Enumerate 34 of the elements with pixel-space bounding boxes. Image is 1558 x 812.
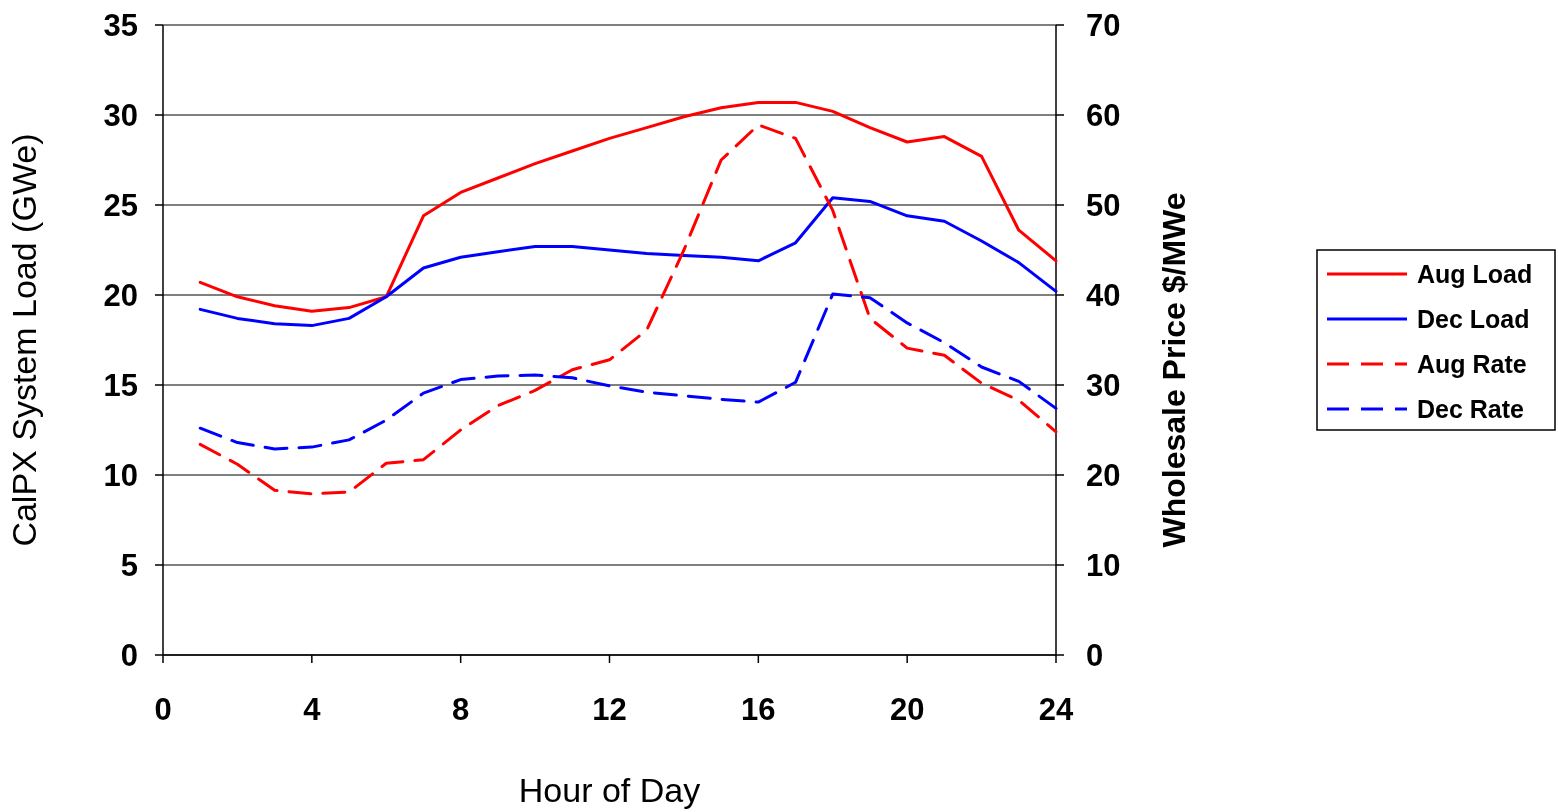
x-tick-label: 24 <box>1038 692 1074 727</box>
y-tick-label: 10 <box>103 457 138 493</box>
y-tick-label: 20 <box>103 277 138 313</box>
y2-tick-label: 70 <box>1086 7 1121 43</box>
y-axis-title: CalPX System Load (GWe) <box>5 133 43 547</box>
line-series <box>198 100 1058 313</box>
y-tick-label: 25 <box>103 187 138 223</box>
y2-tick-label: 10 <box>1086 547 1121 583</box>
y-tick-label: 30 <box>103 97 138 133</box>
line-series <box>198 292 1058 451</box>
x-tick-label: 0 <box>154 692 172 727</box>
legend-label: Aug Rate <box>1417 349 1527 378</box>
y-tick-label: 5 <box>120 547 138 583</box>
y2-tick-label: 40 <box>1086 277 1121 313</box>
x-tick-label: 8 <box>452 692 470 727</box>
y2-tick-label: 20 <box>1086 457 1121 493</box>
y2-tick-label: 50 <box>1086 187 1121 223</box>
y2-tick-label: 60 <box>1086 97 1121 133</box>
y2-axis-title: Wholesale Price $/MWe <box>1156 192 1192 548</box>
y2-tick-label: 0 <box>1086 637 1104 673</box>
x-axis-title: Hour of Day <box>518 771 701 809</box>
line-series <box>198 196 1058 328</box>
line-series <box>198 123 1058 496</box>
y-tick-label: 35 <box>103 7 138 43</box>
legend-label: Dec Load <box>1417 304 1530 333</box>
x-tick-label: 20 <box>889 692 925 727</box>
x-tick-label: 16 <box>741 692 776 727</box>
x-tick-label: 4 <box>303 692 322 727</box>
y2-tick-label: 30 <box>1086 367 1121 403</box>
legend-label: Dec Rate <box>1417 394 1525 423</box>
y-tick-label: 0 <box>120 637 138 673</box>
legend-label: Aug Load <box>1417 259 1533 288</box>
y-tick-label: 15 <box>103 367 138 403</box>
x-tick-label: 12 <box>592 692 627 727</box>
